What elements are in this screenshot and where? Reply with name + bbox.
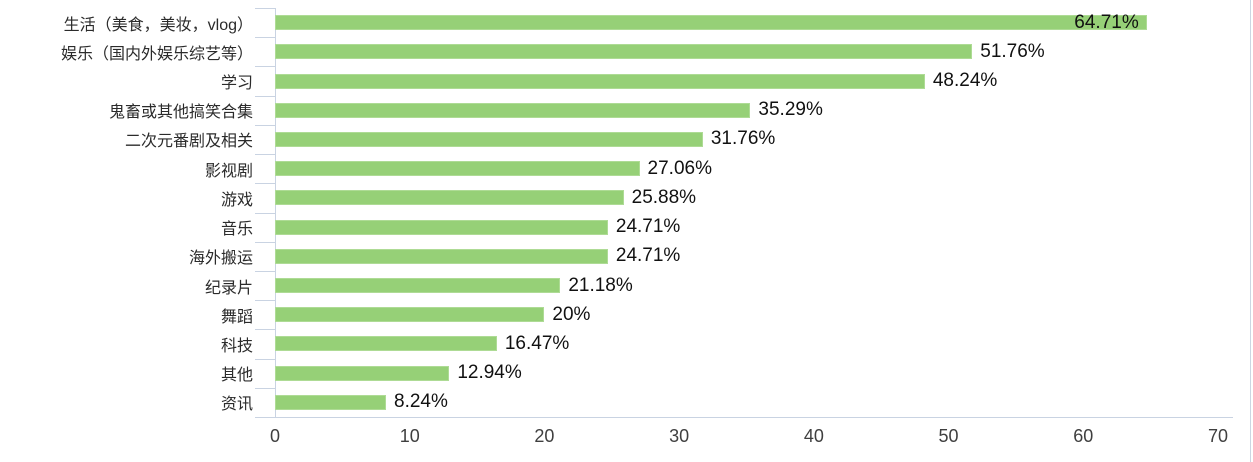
category-label: 生活（美食，美妆，vlog） [63, 16, 253, 34]
category-tick-mark [255, 270, 275, 272]
category-label: 舞蹈 [220, 308, 253, 326]
bar [275, 248, 608, 264]
bar [275, 15, 1147, 31]
value-label: 8.24% [394, 391, 448, 413]
category-label: 游戏 [220, 191, 253, 209]
category-label: 娱乐（国内外娱乐综艺等） [60, 45, 253, 63]
category-tick-mark [255, 300, 275, 302]
category-label: 海外搬运 [188, 250, 253, 268]
category-label: 其他 [220, 367, 253, 385]
bar [275, 73, 925, 89]
value-label: 31.76% [710, 128, 776, 150]
category-tick-mark [255, 212, 275, 214]
bar [275, 44, 973, 60]
category-label: 影视剧 [204, 162, 253, 180]
value-axis-tick-label: 30 [669, 426, 690, 446]
category-tick-mark [255, 417, 275, 418]
value-label: 27.06% [647, 157, 712, 179]
value-label: 25.88% [631, 186, 697, 208]
value-axis-tick-label: 40 [803, 426, 824, 446]
value-label: 24.71% [615, 245, 681, 267]
category-label: 学习 [220, 75, 253, 93]
value-axis-line [255, 417, 1233, 418]
category-label: 科技 [220, 337, 253, 355]
bar [275, 219, 608, 235]
category-axis-line [275, 8, 276, 418]
category-tick-mark [255, 183, 275, 185]
chart-right-border [1250, 0, 1251, 462]
value-axis-tick-label: 0 [269, 426, 281, 446]
bar [275, 278, 561, 294]
category-label: 音乐 [220, 221, 253, 239]
category-tick-mark [255, 37, 275, 39]
plot-area: 64.71% 51.76% 48.24% 35.29% 31.76% 27.06% 25.8… [275, 8, 1218, 417]
value-label: 16.47% [504, 332, 570, 354]
value-label: 21.18% [568, 274, 633, 296]
category-label: 资讯 [220, 396, 253, 414]
category-tick-mark [255, 329, 275, 331]
value-axis-tick-label: 60 [1073, 426, 1094, 446]
category-tick-mark [255, 66, 275, 68]
value-label: 48.24% [932, 70, 998, 92]
category-tick-mark [255, 241, 275, 243]
value-label: 51.76% [980, 40, 1045, 62]
category-tick-mark [255, 387, 275, 389]
category-tick-mark [255, 124, 275, 126]
bar [275, 365, 450, 381]
category-tick-mark [255, 358, 275, 360]
value-axis-tick-label: 70 [1207, 426, 1229, 446]
value-label: 64.71% [1074, 11, 1139, 33]
bar [275, 161, 640, 177]
value-axis-tick-label: 50 [938, 426, 959, 446]
category-label: 纪录片 [204, 279, 253, 297]
bar [275, 307, 545, 323]
value-label: 12.94% [457, 362, 522, 384]
value-axis-tick-label: 10 [399, 426, 420, 446]
bar [275, 131, 703, 147]
bar [275, 394, 386, 410]
value-label: 35.29% [758, 99, 823, 121]
category-label: 鬼畜或其他搞笑合集 [108, 104, 253, 122]
bar [275, 336, 497, 352]
bar [275, 102, 751, 118]
category-tick-mark [255, 95, 275, 97]
category-tick-mark [255, 154, 275, 156]
bar [275, 190, 624, 206]
category-tick-mark [255, 8, 275, 9]
category-label: 二次元番剧及相关 [124, 133, 253, 151]
value-label: 20% [552, 303, 591, 325]
value-label: 24.71% [615, 216, 681, 238]
value-axis-tick-label: 20 [534, 426, 555, 446]
